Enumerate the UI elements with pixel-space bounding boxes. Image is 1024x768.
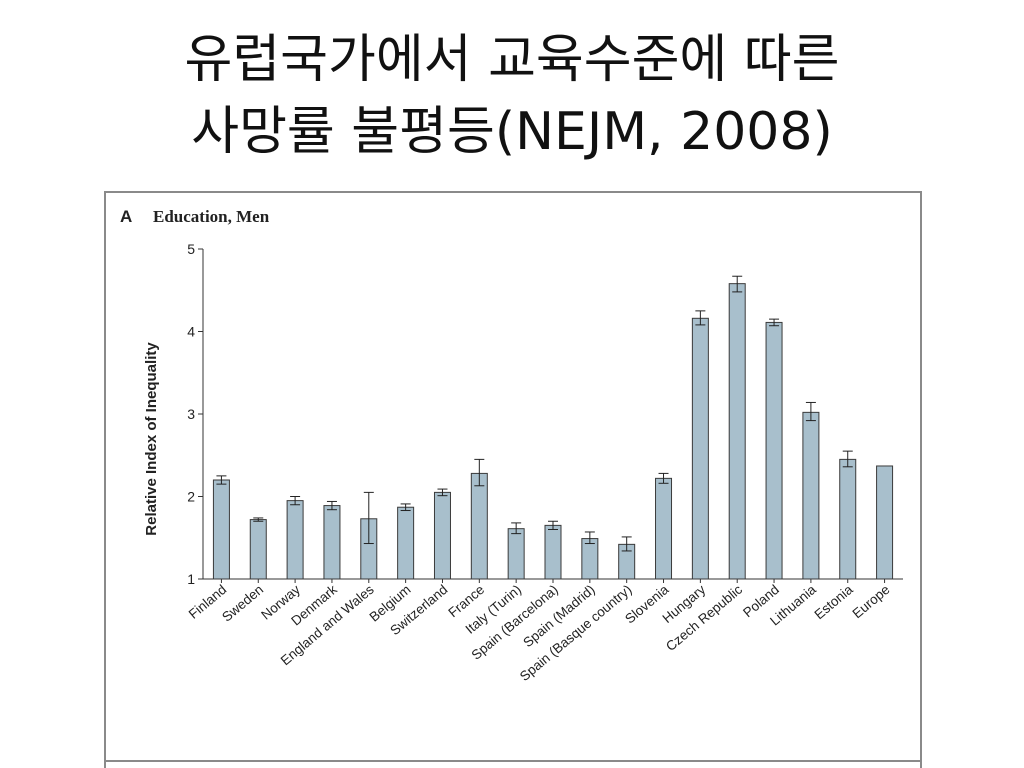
y-tick-label: 2	[187, 489, 195, 505]
y-tick-label: 3	[187, 406, 195, 422]
bar	[470, 472, 488, 580]
figure-panel: A Education, Men Relative Index of Inequ…	[104, 191, 922, 768]
x-category-label: Estonia	[812, 581, 857, 622]
slide-title-line-2: 사망률 불평등(NEJM, 2008)	[191, 102, 833, 162]
bar	[323, 505, 341, 580]
chart-title: Education, Men	[153, 207, 270, 226]
bar	[212, 479, 230, 580]
bar	[544, 524, 562, 580]
bar	[286, 500, 304, 580]
bar	[433, 491, 451, 580]
bar	[507, 528, 525, 580]
panel-letter: A	[120, 207, 132, 226]
bar	[876, 465, 894, 580]
y-tick-label: 1	[187, 571, 195, 587]
figure-bottom-rule	[104, 760, 922, 762]
slide-title: 유럽국가에서 교육수준에 따른 사망률 불평등(NEJM, 2008)	[0, 24, 1024, 168]
slide-title-line-1: 유럽국가에서 교육수준에 따른	[184, 30, 840, 90]
bar	[249, 519, 267, 580]
bar	[397, 506, 415, 580]
bar-chart: A Education, Men Relative Index of Inequ…	[120, 207, 903, 684]
y-tick-label: 4	[187, 324, 195, 340]
y-axis-title: Relative Index of Inequality	[143, 342, 160, 536]
y-tick-label: 5	[187, 241, 195, 257]
x-category-label: Europe	[850, 582, 893, 621]
bar	[728, 283, 746, 580]
bar	[655, 477, 673, 580]
bar	[691, 317, 709, 580]
bar	[581, 538, 599, 580]
bar	[839, 458, 857, 580]
x-category-label: Sweden	[219, 582, 266, 625]
bar	[765, 321, 783, 580]
bar	[802, 411, 820, 580]
